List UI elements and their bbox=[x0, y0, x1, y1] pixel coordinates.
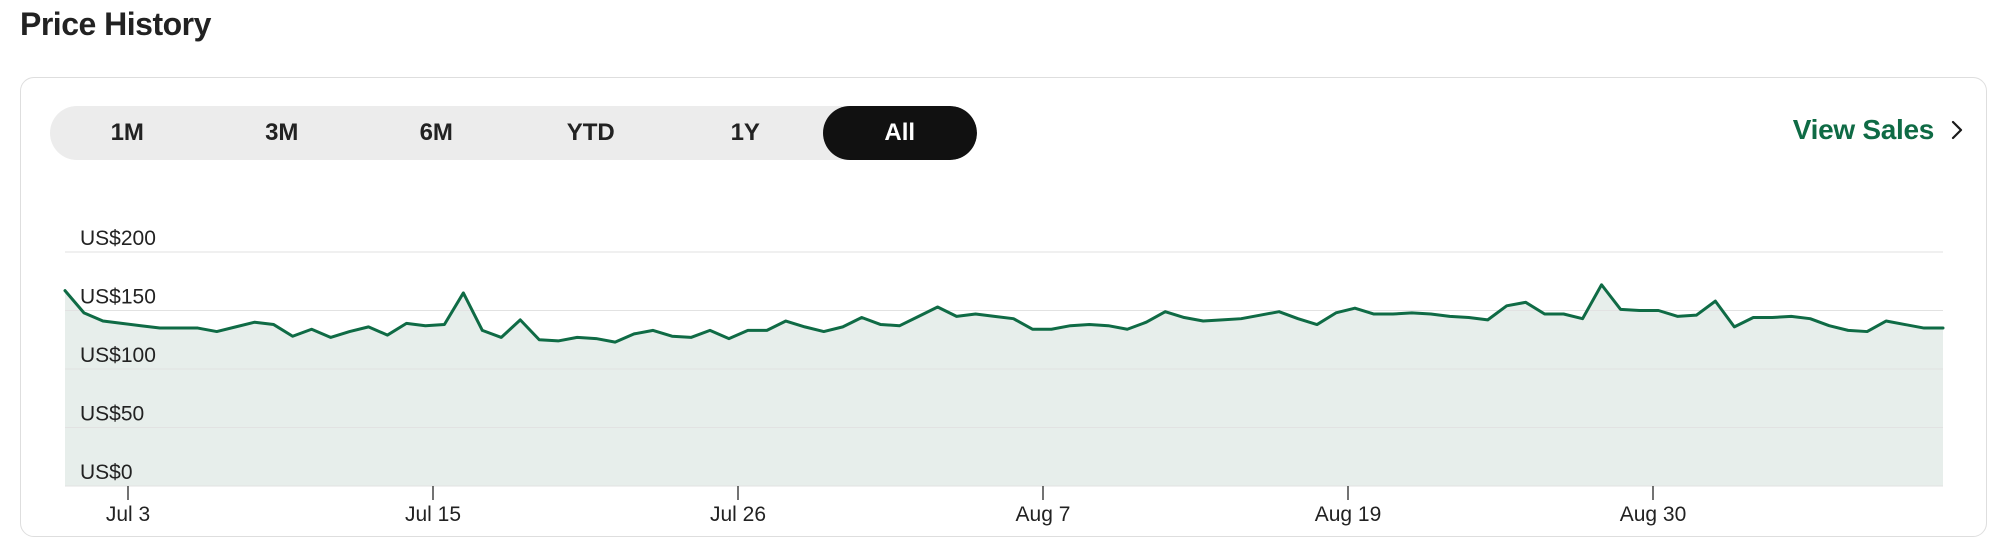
range-button-ytd[interactable]: YTD bbox=[566, 119, 615, 146]
x-tick-label: Aug 30 bbox=[1620, 503, 1687, 526]
page-title: Price History bbox=[20, 6, 211, 42]
x-tick-label: Aug 7 bbox=[1016, 503, 1071, 526]
y-tick-label: US$150 bbox=[80, 286, 156, 309]
x-tick-label: Jul 26 bbox=[710, 503, 766, 526]
range-button-all[interactable]: All bbox=[822, 106, 977, 160]
x-tick-label: Jul 3 bbox=[106, 503, 150, 526]
range-button-6m[interactable]: 6M bbox=[419, 119, 453, 146]
view-sales-link[interactable]: View Sales bbox=[1793, 114, 1964, 146]
price-area-fill bbox=[65, 284, 1943, 486]
price-chart: US$0 US$50 US$100 US$150 US$200 Jul 3 Jul 15 Ju… bbox=[63, 227, 1945, 526]
x-tick-label: Jul 15 bbox=[405, 503, 461, 526]
y-tick-label: US$50 bbox=[80, 403, 144, 426]
y-tick-label: US$100 bbox=[80, 344, 156, 367]
range-button-1m[interactable]: 1M bbox=[110, 119, 144, 146]
price-series-line bbox=[63, 283, 1945, 344]
view-sales-label: View Sales bbox=[1792, 114, 1935, 145]
range-button-3m[interactable]: 3M bbox=[265, 119, 299, 146]
time-range-selector: 1M 3M 6M YTD 1Y All bbox=[50, 106, 977, 160]
y-tick-label: US$0 bbox=[80, 461, 133, 484]
x-tick-label: Aug 19 bbox=[1315, 503, 1382, 526]
price-history-card: 1M 3M 6M YTD 1Y All View Sales US$0 US$50… bbox=[20, 77, 1987, 537]
range-button-1y[interactable]: 1Y bbox=[730, 119, 760, 146]
y-tick-label: US$200 bbox=[80, 227, 156, 250]
chevron-right-icon bbox=[1951, 120, 1963, 140]
